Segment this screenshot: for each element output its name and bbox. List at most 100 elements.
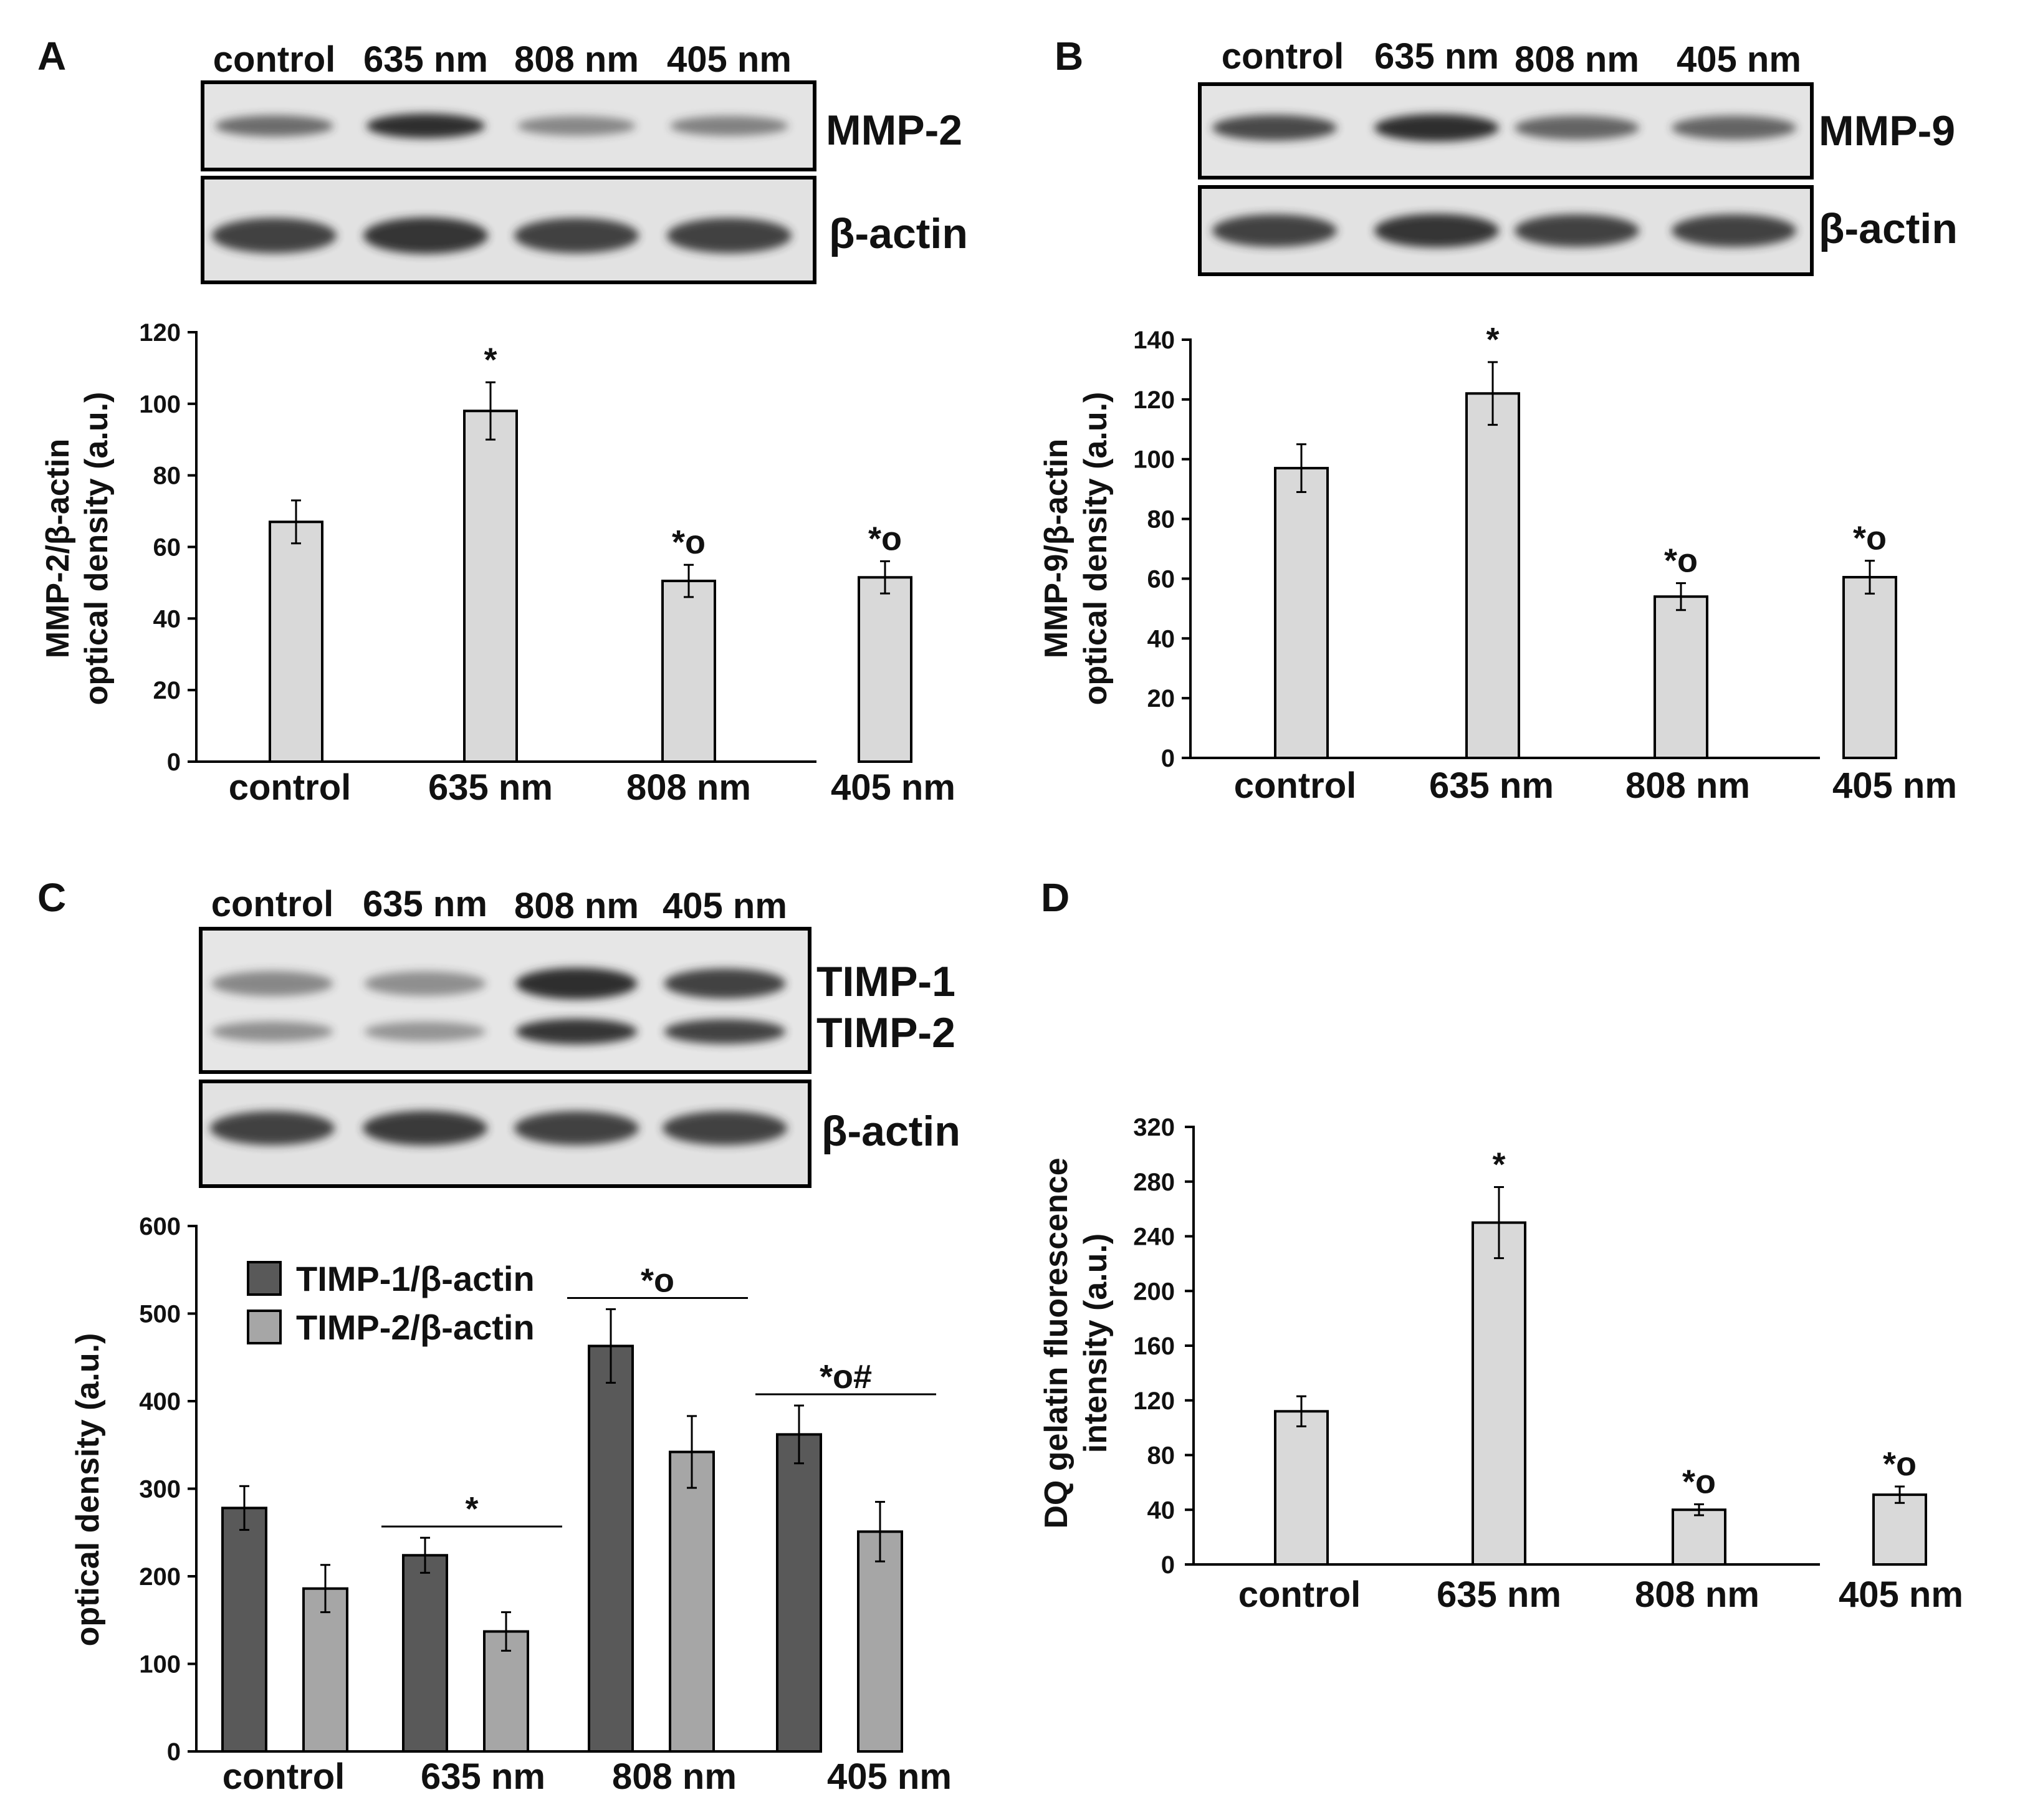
blot-band (1515, 214, 1639, 247)
significance-marker: *o (1853, 520, 1887, 557)
significance-marker: * (465, 1490, 478, 1528)
blot-band (211, 1021, 333, 1042)
category-label: 635 nm (421, 1756, 545, 1797)
y-tick-label: 120 (139, 319, 181, 347)
y-tick-label: 60 (153, 534, 181, 562)
bar (1654, 595, 1708, 760)
blot-band (366, 113, 485, 138)
panel-label-c: C (37, 875, 66, 920)
bar (302, 1587, 348, 1753)
blot-protein-label: MMP-9 (1819, 107, 1955, 155)
y-tick-label: 320 (1133, 1114, 1175, 1141)
significance-marker: * (1486, 321, 1499, 358)
y-tick-label: 20 (153, 677, 181, 704)
blot-protein-label: β-actin (821, 1108, 960, 1155)
western-blot-a: control 635 nm 808 nm 405 nm MMP-2 β-act… (201, 39, 968, 284)
significance-marker: *o (641, 1262, 674, 1299)
bar (463, 410, 518, 763)
category-label: 635 nm (428, 767, 553, 808)
blot-band (515, 967, 638, 1000)
blot-band (664, 968, 786, 999)
y-tick-label: 300 (139, 1476, 181, 1503)
lane-label: 635 nm (363, 884, 487, 924)
blot-protein-label: MMP-2 (826, 107, 962, 154)
bar (1274, 467, 1329, 759)
legend-label: TIMP-2/β-actin (296, 1308, 535, 1347)
significance-marker: *o (672, 524, 706, 561)
legend-label: TIMP-1/β-actin (296, 1259, 535, 1298)
y-tick-label: 100 (1133, 446, 1175, 474)
category-label: control (1234, 765, 1357, 806)
panel-label-b: B (1055, 34, 1083, 79)
y-tick-label: 20 (1147, 685, 1175, 712)
blot-band (1212, 214, 1337, 247)
y-axis-label: DQ gelatin fluorescence (1038, 1157, 1075, 1528)
y-tick-label: 500 (139, 1301, 181, 1328)
bar (776, 1433, 822, 1753)
blot-band (212, 218, 337, 254)
y-tick-label: 80 (153, 462, 181, 490)
category-label: control (1238, 1574, 1361, 1615)
lane-label: 808 nm (1515, 39, 1639, 80)
y-tick-label: 400 (139, 1388, 181, 1415)
y-tick-label: 40 (1147, 1497, 1175, 1524)
y-tick-label: 120 (1133, 386, 1175, 414)
blot-band (363, 217, 488, 254)
category-label: control (223, 1756, 345, 1797)
bar (661, 580, 716, 763)
bar (669, 1450, 715, 1753)
lane-label: 635 nm (1374, 36, 1499, 77)
bar (1472, 1221, 1526, 1566)
y-tick-label: 100 (139, 391, 181, 418)
category-label: 808 nm (1635, 1574, 1759, 1615)
blot-band (364, 971, 486, 996)
blot-band (667, 218, 792, 254)
blot-band (515, 1018, 638, 1045)
significance-marker: *o (1664, 542, 1698, 580)
y-axis-label: optical density (a.u.) (1078, 392, 1114, 706)
lane-label: 808 nm (514, 886, 639, 926)
lane-label: 405 nm (667, 39, 792, 80)
bar (1872, 1493, 1927, 1566)
bar-chart-c: 0 100 200 300 400 500 600 optical density (a.u.… (70, 1213, 952, 1797)
blot-band (514, 1111, 639, 1146)
blot-band (363, 1111, 487, 1146)
blot-band (211, 970, 333, 997)
blot-band (670, 116, 788, 136)
significance-marker: *o (1883, 1445, 1917, 1483)
blot-band (1212, 115, 1337, 141)
significance-marker: *o (868, 520, 902, 557)
blot-protein-label: β-actin (1819, 205, 1958, 252)
category-label: 405 nm (1832, 765, 1957, 806)
bar (588, 1344, 634, 1753)
western-blot-c: control 635 nm 808 nm 405 nm TIMP-1 TIMP… (199, 884, 960, 1188)
y-axis-label: optical density (a.u.) (79, 392, 115, 706)
y-tick-label: 0 (1161, 745, 1175, 772)
lane-label: 405 nm (663, 886, 787, 926)
category-label: control (229, 767, 352, 808)
y-tick-label: 0 (167, 749, 181, 776)
significance-marker: *o (1682, 1463, 1716, 1500)
bar (1842, 576, 1897, 760)
y-tick-label: 160 (1133, 1333, 1175, 1360)
lane-label: control (213, 39, 336, 80)
blot-band (517, 116, 636, 136)
blot-band (1672, 115, 1796, 140)
y-tick-label: 240 (1133, 1224, 1175, 1251)
category-label: 405 nm (1839, 1574, 1963, 1615)
bar (1274, 1410, 1329, 1566)
bar (402, 1554, 448, 1753)
blot-band (663, 1111, 787, 1146)
blot-band (364, 1022, 486, 1042)
y-tick-label: 40 (1147, 625, 1175, 653)
y-tick-label: 100 (139, 1651, 181, 1679)
category-label: 808 nm (612, 1756, 737, 1797)
y-tick-label: 120 (1133, 1387, 1175, 1415)
category-label: 808 nm (626, 767, 751, 808)
y-tick-label: 140 (1133, 327, 1175, 354)
significance-marker: *o# (820, 1358, 872, 1396)
bar-chart-b: 0 20 40 60 80 100 120 140 MMP-9/β-actin optical d… (1038, 321, 1957, 806)
y-tick-label: 0 (1161, 1551, 1175, 1579)
blot-band (1374, 213, 1499, 248)
